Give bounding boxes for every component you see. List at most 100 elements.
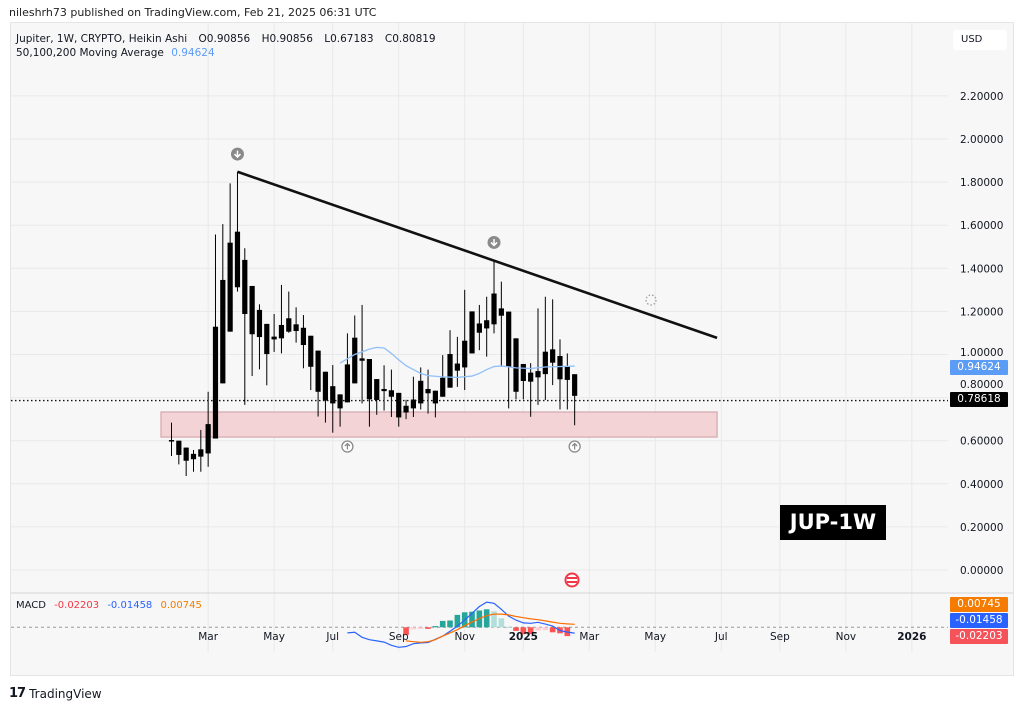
arrow-up-icon — [568, 440, 581, 453]
time-axis: Mar May Jul Sep Nov 2025 Mar May Jul Sep Nov 2026 — [198, 631, 926, 643]
candle-body — [388, 390, 394, 397]
macd-histogram-bar — [505, 626, 512, 628]
ma-label[interactable]: 50,100,200 Moving Average — [16, 47, 164, 59]
candle-body — [337, 394, 343, 409]
candle-body — [528, 372, 534, 382]
candle-body — [447, 354, 453, 388]
candle-body — [535, 371, 541, 378]
ohlc-low: L0.67183 — [324, 33, 374, 45]
macd-histogram-bar — [454, 614, 461, 628]
price-tick-label: 0.80000 — [960, 379, 1003, 391]
candle-body — [352, 337, 358, 384]
macd-histogram-bar — [542, 627, 549, 631]
candle-body — [564, 366, 570, 380]
candle-body — [344, 364, 351, 403]
macd-histogram-bar — [425, 627, 431, 629]
macd-histogram-bar — [410, 627, 417, 630]
macd-tag: -0.01458 — [950, 613, 1008, 628]
candle-body — [227, 242, 233, 332]
macd-label[interactable]: MACD — [16, 600, 46, 611]
candle-body — [168, 440, 175, 442]
candle-body — [520, 363, 526, 382]
arrow-down-icon — [230, 147, 244, 161]
signal-tag: 0.00745 — [950, 597, 1008, 612]
ma-price-tag: 0.94624 — [950, 360, 1008, 375]
macd-histogram-bar — [520, 627, 527, 635]
candle-body — [234, 231, 241, 288]
symbol-info: Jupiter, 1W, CRYPTO, Heikin Ashi — [16, 33, 188, 45]
macd-legend: MACD -0.02203 -0.01458 0.00745 — [16, 600, 207, 611]
candle-body — [476, 323, 482, 333]
candle-body — [506, 311, 512, 367]
price-tick-label: 0.00000 — [960, 565, 1003, 577]
price-tick-label: 0.60000 — [960, 436, 1003, 448]
price-tick-label: 1.20000 — [960, 306, 1003, 318]
ohlc-high: H0.90856 — [261, 33, 313, 45]
candle-body — [183, 447, 189, 461]
markers — [230, 147, 581, 453]
candle-body — [300, 327, 307, 346]
macd-histogram-bar — [432, 626, 439, 628]
price-tick-label: 1.00000 — [960, 347, 1003, 359]
resistance-trendline — [237, 170, 718, 340]
support-zone-rect — [160, 411, 718, 438]
price-tick-label: 2.20000 — [960, 91, 1003, 103]
ma-line — [339, 346, 575, 378]
macd-histogram-bar — [469, 611, 475, 628]
candle-body — [462, 340, 468, 368]
candle-body — [278, 324, 285, 339]
macd-histogram-bar — [513, 627, 519, 631]
candle-body — [498, 308, 504, 316]
publisher-line: nileshrh73 published on TradingView.com,… — [9, 6, 377, 19]
ohlc-close: C0.80819 — [384, 33, 436, 45]
marker-arrow — [344, 442, 351, 450]
candle-body — [322, 371, 329, 401]
signal-line — [405, 613, 575, 643]
currency-button[interactable]: USD — [953, 30, 1007, 50]
candle-body — [330, 386, 336, 404]
time-tick-label: May — [263, 631, 285, 643]
candle-body — [542, 351, 548, 375]
price-tick-label: 1.60000 — [960, 220, 1003, 232]
time-tick-label: Mar — [198, 631, 218, 643]
candle-body — [249, 285, 255, 335]
ma-value: 0.94624 — [171, 47, 215, 59]
candle-body — [242, 259, 248, 314]
marker-arrow — [571, 442, 578, 450]
candle-body — [198, 449, 204, 457]
candle-body — [176, 440, 182, 455]
chart-panel[interactable] — [10, 22, 1014, 676]
price-tick-label: 2.00000 — [960, 134, 1003, 146]
loading-spinner-icon — [645, 294, 657, 306]
time-tick-label: Sep — [389, 631, 409, 643]
chart-legend: Jupiter, 1W, CRYPTO, Heikin Ashi O0.9085… — [16, 32, 444, 60]
candle-body — [381, 388, 387, 392]
candles — [168, 171, 578, 477]
macd-histogram-bar — [491, 611, 497, 628]
candle-body — [190, 453, 197, 460]
candle-body — [220, 279, 226, 384]
arrow-down-icon — [487, 235, 501, 249]
candle-body — [374, 379, 380, 400]
marker-arrow — [490, 238, 498, 247]
time-tick-label: Sep — [770, 631, 790, 643]
flag-icon[interactable] — [564, 572, 580, 588]
moving-average — [339, 346, 575, 378]
tradingview-logo[interactable]: 17 TradingView — [9, 686, 102, 701]
ohlc-open: O0.90856 — [198, 33, 251, 45]
macd-histogram-bar — [535, 627, 541, 631]
macd-histogram-bar — [527, 627, 534, 635]
time-tick-label: May — [644, 631, 666, 643]
macd-signal-value: 0.00745 — [160, 600, 202, 611]
price-tick-label: 1.80000 — [960, 177, 1003, 189]
candle-body — [403, 405, 409, 413]
candle-body — [293, 324, 299, 332]
time-tick-label: 2025 — [509, 631, 538, 643]
macd-histogram-bar — [417, 627, 424, 629]
macd-histogram-bar — [439, 620, 446, 628]
time-tick-label: Nov — [836, 631, 857, 643]
tv-logo-icon: 17 — [9, 686, 26, 701]
candle-body — [264, 323, 270, 355]
time-tick-label: Mar — [579, 631, 599, 643]
